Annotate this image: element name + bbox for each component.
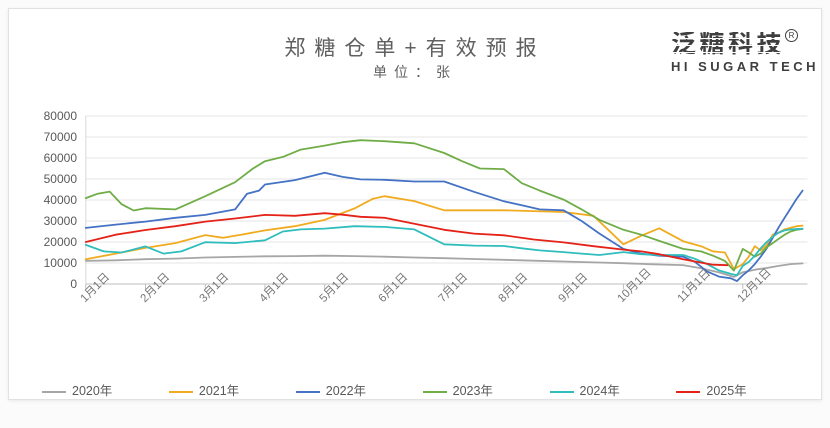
svg-text:0: 0 [70, 277, 77, 291]
svg-text:40000: 40000 [44, 193, 78, 207]
svg-text:70000: 70000 [44, 130, 78, 144]
svg-text:50000: 50000 [44, 172, 78, 186]
svg-text:10000: 10000 [44, 256, 78, 270]
svg-text:20000: 20000 [44, 235, 78, 249]
svg-text:80000: 80000 [44, 109, 78, 123]
svg-text:60000: 60000 [44, 151, 78, 165]
svg-text:30000: 30000 [44, 214, 78, 228]
